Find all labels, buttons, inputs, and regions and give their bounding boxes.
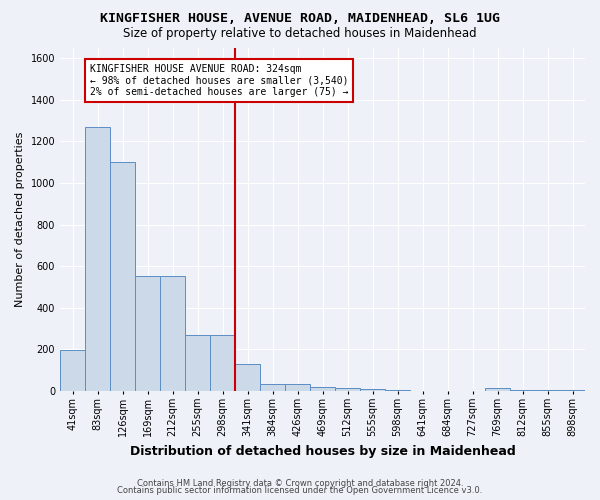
Bar (60, 350, 85, 391)
Text: Contains HM Land Registry data © Crown copyright and database right 2024.: Contains HM Land Registry data © Crown c… (137, 478, 463, 488)
Bar (335, 388, 360, 391)
Text: KINGFISHER HOUSE, AVENUE ROAD, MAIDENHEAD, SL6 1UG: KINGFISHER HOUSE, AVENUE ROAD, MAIDENHEA… (100, 12, 500, 26)
Bar (110, 162, 135, 391)
Bar (160, 276, 185, 391)
Bar (235, 364, 260, 391)
X-axis label: Distribution of detached houses by size in Maidenhead: Distribution of detached houses by size … (130, 444, 515, 458)
Bar (135, 276, 160, 391)
Bar (535, 390, 560, 391)
Bar (485, 388, 510, 391)
Bar (85, 126, 110, 391)
Text: KINGFISHER HOUSE AVENUE ROAD: 324sqm
← 98% of detached houses are smaller (3,540: KINGFISHER HOUSE AVENUE ROAD: 324sqm ← 9… (90, 64, 349, 98)
Text: Size of property relative to detached houses in Maidenhead: Size of property relative to detached ho… (123, 28, 477, 40)
Bar (210, 335, 235, 391)
Bar (285, 384, 310, 391)
Bar (560, 390, 585, 391)
Y-axis label: Number of detached properties: Number of detached properties (15, 132, 25, 307)
Bar (510, 390, 535, 391)
Bar (260, 384, 285, 391)
Bar (310, 387, 335, 391)
Bar (185, 335, 210, 391)
Bar (360, 390, 385, 391)
Text: Contains public sector information licensed under the Open Government Licence v3: Contains public sector information licen… (118, 486, 482, 495)
Bar (385, 390, 410, 391)
